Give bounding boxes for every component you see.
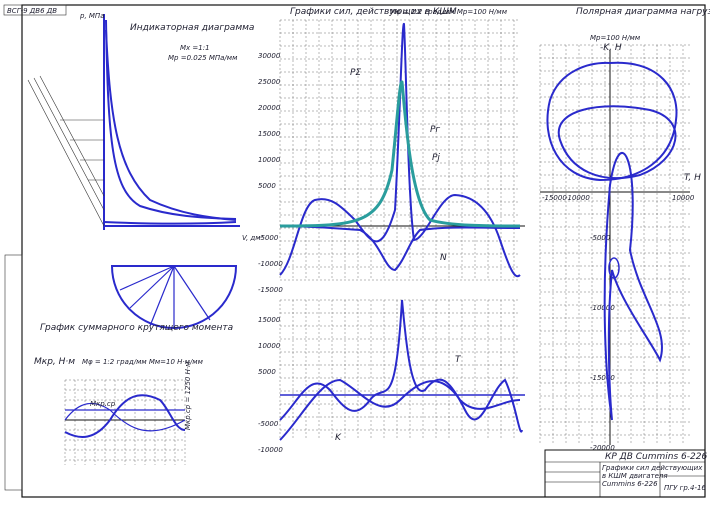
block-lines bbox=[545, 461, 705, 497]
force-curve-sum bbox=[279, 22, 521, 278]
torque-curve bbox=[64, 394, 186, 438]
crank-rays bbox=[119, 265, 211, 328]
construction-lines bbox=[60, 119, 104, 181]
title: Полярная диаграмма нагрузки на шатунную … bbox=[576, 7, 710, 17]
y-tick-label: -10000 bbox=[590, 304, 615, 312]
left-strip bbox=[4, 254, 23, 491]
axis-label: p, МПа bbox=[79, 12, 105, 20]
scale: Mх =1:1 bbox=[180, 44, 210, 52]
polar-curve bbox=[546, 61, 678, 182]
compression-curve bbox=[105, 19, 237, 220]
x-tick-label: -10000 bbox=[565, 194, 590, 202]
title: Графики сил, действующих в КШМ bbox=[290, 7, 457, 17]
stamp-box bbox=[3, 4, 67, 16]
expansion-curve bbox=[105, 29, 237, 221]
y-tick-label: -5000 bbox=[258, 234, 279, 242]
journal-center bbox=[608, 257, 620, 279]
torque-k-curve bbox=[279, 378, 521, 441]
y-tick-label: 15000 bbox=[258, 316, 281, 324]
curve-label: PΣ bbox=[350, 68, 361, 78]
x-tick-label: -15000 bbox=[542, 194, 567, 202]
y-tick-label: -10000 bbox=[258, 446, 283, 454]
mean-label: Мкр.ср bbox=[90, 400, 116, 408]
torque-chart: График суммарного крутящего момента Мкр,… bbox=[34, 323, 233, 465]
polar-curve bbox=[603, 151, 663, 421]
curve-label: Pг bbox=[430, 125, 440, 135]
y-tick-label: 25000 bbox=[258, 78, 281, 86]
torque-t-curve bbox=[279, 299, 523, 433]
y-tick-label: -5000 bbox=[258, 420, 279, 428]
y-tick-label: 10000 bbox=[258, 156, 281, 164]
frame bbox=[21, 4, 706, 498]
block-frame bbox=[544, 449, 706, 498]
force-curve-gas bbox=[279, 80, 521, 228]
sheet: ПГУ гр.4-16 bbox=[664, 484, 706, 492]
y-tick-label: 20000 bbox=[258, 104, 281, 112]
curve-label: N bbox=[440, 253, 447, 263]
x-tick-label: 10000 bbox=[672, 194, 695, 202]
polar-curve bbox=[557, 105, 677, 180]
y-tick-label: -20000 bbox=[590, 444, 615, 452]
curve-label: T bbox=[455, 355, 462, 365]
indicator-diagram: Индикаторная диаграмма Mх =1:1 Mр =0.025… bbox=[27, 12, 264, 329]
note: Графики сил действующих bbox=[602, 464, 703, 472]
scale: Mр=100 Н/мм bbox=[590, 34, 641, 42]
axis-label: Мкр, Н·м bbox=[34, 357, 75, 367]
title-block: КР ДВ Cummins 6-226 ПГУ гр.4-16 Графики … bbox=[544, 449, 707, 498]
scale: Mр =0.025 МПа/мм bbox=[168, 54, 238, 62]
y-tick-label: -15000 bbox=[590, 374, 615, 382]
y-tick-label: 15000 bbox=[258, 130, 281, 138]
y-tick-label: -10000 bbox=[258, 260, 283, 268]
y-tick-label: 5000 bbox=[258, 368, 276, 376]
side-label: Мкр.ср = 1250 Н·м bbox=[184, 361, 192, 430]
y-tick-label: -15000 bbox=[258, 286, 283, 294]
construction-lines bbox=[27, 75, 105, 227]
brix-circle bbox=[110, 265, 238, 329]
stamp: ВСГ-9 ДВ6 ДВ bbox=[7, 7, 57, 15]
axis-label: -K, H bbox=[600, 43, 622, 53]
axis-label: V, дм³ bbox=[242, 234, 264, 242]
y-tick-label: 5000 bbox=[258, 182, 276, 190]
title: Индикаторная диаграмма bbox=[130, 23, 254, 33]
polar-diagram: -15000-10000 10000-5000-10000-15000-20000… bbox=[539, 7, 710, 452]
y-tick-label: -5000 bbox=[590, 234, 611, 242]
title: График суммарного крутящего момента bbox=[40, 323, 233, 333]
axis-label: T, H bbox=[684, 173, 701, 183]
y-tick-label: 10000 bbox=[258, 342, 281, 350]
scale: Mφ = 1:2 град/мм Mр=100 Н/мм bbox=[390, 8, 508, 16]
block-title: КР ДВ Cummins 6-226 bbox=[605, 452, 707, 462]
y-tick-label: 30000 bbox=[258, 52, 281, 60]
curve-label: K bbox=[335, 433, 342, 443]
forces-chart: 30000 25000 20000 15000 10000 5000 -5000 -10000… bbox=[258, 7, 525, 454]
exhaust-curve bbox=[103, 221, 237, 225]
note: в КШМ двигателя bbox=[602, 472, 668, 480]
force-curve-n bbox=[279, 225, 521, 272]
note: Cummins 6-226 bbox=[602, 480, 658, 488]
scale: Mφ = 1:2 град/мм Mм=10 Н·м/мм bbox=[82, 358, 204, 366]
curve-label: Pj bbox=[432, 153, 440, 163]
